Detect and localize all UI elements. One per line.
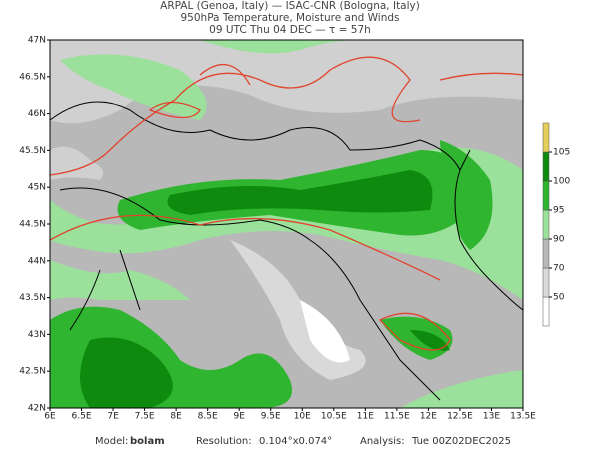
model-label: Model: <box>95 436 128 447</box>
colorbar-segment <box>542 151 550 182</box>
lat-tick-label: 44N <box>28 256 46 266</box>
colorbar-label: 90 <box>553 235 565 245</box>
lon-tick-label: 11.5E <box>384 412 410 422</box>
lon-tick-label: 13E <box>483 412 500 422</box>
analysis-label: Analysis: <box>360 436 405 447</box>
lon-tick-label: 11E <box>357 412 374 422</box>
lon-tick-label: 10.5E <box>321 412 347 422</box>
lat-tick-label: 43.5N <box>19 293 46 303</box>
lat-tick-label: 47N <box>28 36 46 46</box>
lon-tick-label: 9E <box>233 412 245 422</box>
lat-tick-label: 46.5N <box>19 72 46 82</box>
lon-tick-label: 6E <box>44 412 56 422</box>
colorbar-segment <box>542 296 550 327</box>
colorbar-segment <box>542 122 550 153</box>
lon-tick-label: 7.5E <box>135 412 155 422</box>
model: bolam <box>130 436 165 447</box>
lon-tick-label: 13.5E <box>510 412 536 422</box>
lon-tick-label: 9.5E <box>261 412 281 422</box>
lon-tick-label: 12E <box>420 412 437 422</box>
lat-tick-label: 44.5N <box>19 220 46 230</box>
colorbar-label: 100 <box>553 177 570 187</box>
map-field <box>50 40 523 408</box>
lat-tick-label: 45.5N <box>19 146 46 156</box>
lat-tick-label: 45N <box>28 183 46 193</box>
lat-tick-label: 42.5N <box>19 367 46 377</box>
lon-tick-label: 12.5E <box>447 412 473 422</box>
colorbar-label: 50 <box>553 293 565 303</box>
lon-tick-label: 7E <box>107 412 119 422</box>
colorbar-label: 105 <box>553 148 570 158</box>
resolution: 0.104°x0.074° <box>259 436 332 447</box>
lat-tick-label: 42N <box>28 404 46 414</box>
colorbar-segment <box>542 180 550 211</box>
lat-tick-label: 46N <box>28 109 46 119</box>
colorbar-label: 95 <box>553 206 564 216</box>
colorbar-segment <box>542 238 550 269</box>
lon-tick-label: 8.5E <box>198 412 218 422</box>
header-line: 950hPa Temperature, Moisture and Winds <box>181 12 400 24</box>
analysis: Tue 00Z02DEC2025 <box>411 436 511 447</box>
colorbar-label: 70 <box>553 264 565 274</box>
header-line: 09 UTC Thu 04 DEC — τ = 57h <box>209 24 371 36</box>
lon-tick-label: 8E <box>170 412 182 422</box>
lat-tick-label: 43N <box>28 330 46 340</box>
header-line: ARPAL (Genoa, Italy) — ISAC-CNR (Bologna… <box>160 0 420 12</box>
colorbar-segment <box>542 209 550 240</box>
resolution-label: Resolution: <box>196 436 252 447</box>
lon-tick-label: 6.5E <box>72 412 92 422</box>
colorbar-segment <box>542 267 550 298</box>
lon-tick-label: 10E <box>294 412 311 422</box>
